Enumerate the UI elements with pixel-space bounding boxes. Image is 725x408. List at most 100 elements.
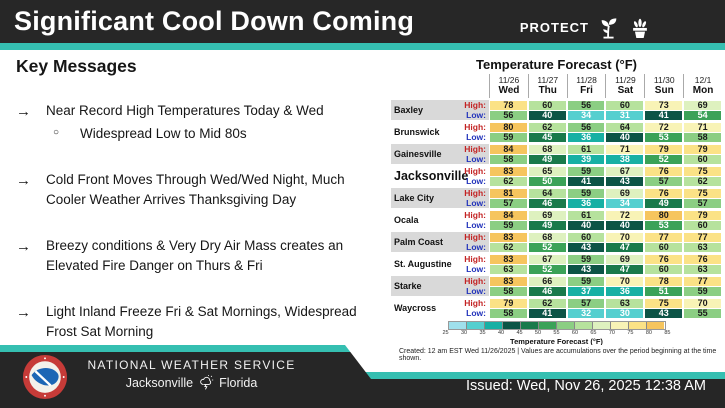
high-label: High:	[455, 144, 489, 154]
high-label: High:	[455, 188, 489, 198]
high-temp-cell: 68	[528, 232, 566, 242]
high-temp-cell: 76	[645, 188, 683, 198]
colorbar-tick: 25	[442, 330, 449, 336]
low-label: Low:	[455, 110, 489, 120]
low-temp-cell: 59	[490, 220, 527, 230]
forecast-row-waycross: Waycross High: Low: 79 62 57 63 75 70 58 41 32 30 43 5…	[391, 298, 722, 318]
low-temp-cell: 34	[606, 198, 644, 208]
low-temp-cell: 36	[606, 286, 644, 296]
high-temp-cell: 77	[684, 232, 721, 242]
footer-white-wedge	[345, 345, 725, 379]
low-temp-cell: 50	[528, 176, 566, 186]
protect-label: PROTECT	[519, 20, 589, 35]
city-label-palm-coast: Palm Coast	[391, 232, 455, 252]
low-temp-cell: 49	[528, 154, 566, 164]
high-temp-cell: 70	[684, 298, 721, 308]
colorbar-segment	[593, 322, 612, 329]
low-temp-cell: 60	[684, 154, 721, 164]
colorbar-tick: 50	[534, 330, 542, 336]
low-label: Low:	[466, 132, 486, 142]
low-temp-cell: 46	[528, 286, 566, 296]
colorbar-segment	[556, 322, 576, 329]
low-label: Low:	[455, 154, 489, 164]
high-temp-cell: 71	[684, 122, 721, 132]
high-temp-cell: 56	[567, 100, 605, 110]
low-temp-cell: 51	[645, 286, 683, 296]
low-temp-cell: 40	[606, 132, 644, 142]
low-temp-cell: 57	[645, 176, 683, 186]
high-temp-cell: 81	[490, 188, 527, 198]
high-temp-cell: 62	[528, 122, 566, 132]
colorbar	[447, 321, 666, 330]
seedling-plant-icon	[601, 18, 617, 39]
low-temp-cell: 43	[567, 242, 605, 252]
low-temp-cell: 43	[567, 264, 605, 274]
agency-block: NATIONAL WEATHER SERVICE Jacksonville Fl…	[84, 358, 299, 390]
forecast-row-brunswick: Brunswick High: Low: 80 62 56 64 72 71 59 45 36 40 53…	[391, 122, 722, 142]
high-label: High:	[464, 254, 486, 264]
city-label-gainesville: Gainesville	[391, 144, 455, 164]
high-temp-cell: 62	[528, 298, 566, 308]
high-temp-cell: 76	[645, 254, 683, 264]
high-temp-cell: 76	[645, 166, 683, 176]
high-temp-cell: 63	[606, 298, 644, 308]
column-header-sun: 11/30 Sun	[644, 74, 683, 98]
potted-plant-icon	[633, 18, 647, 39]
protect-badge: PROTECT	[520, 16, 651, 39]
low-temp-cell: 40	[606, 220, 644, 230]
low-temp-cell: 40	[528, 110, 566, 120]
low-temp-cell: 39	[567, 154, 605, 164]
low-temp-cell: 41	[645, 110, 683, 120]
colorbar-tick: 85	[664, 330, 671, 336]
high-temp-cell: 83	[490, 232, 527, 242]
key-messages-section: Key Messages → Near Record High Temperatu…	[16, 56, 388, 369]
column-day: Mon	[692, 85, 714, 96]
high-temp-cell: 73	[645, 100, 683, 110]
colorbar-tick: 65	[590, 330, 597, 336]
low-temp-cell: 31	[606, 110, 644, 120]
high-temp-cell: 60	[528, 100, 566, 110]
low-temp-cell: 60	[645, 264, 683, 274]
high-temp-cell: 60	[606, 100, 644, 110]
low-temp-cell: 59	[684, 286, 721, 296]
city-label-lake-city: Lake City	[391, 188, 455, 208]
issued-timestamp: Issued: Wed, Nov 26, 2025 12:38 AM	[466, 378, 706, 394]
colorbar-tick: 80	[645, 330, 652, 336]
low-temp-cell: 43	[645, 308, 683, 318]
low-temp-cell: 58	[684, 132, 721, 142]
high-temp-cell: 65	[528, 166, 566, 176]
low-temp-cell: 52	[645, 154, 683, 164]
city-label-ocala: Ocala	[394, 215, 419, 225]
footer-bar: Created: 12 am EST Wed 11/26/2025 | Valu…	[0, 345, 725, 408]
high-temp-cell: 72	[606, 210, 644, 220]
high-temp-cell: 83	[490, 276, 527, 286]
high-temp-cell: 59	[567, 188, 605, 198]
high-temp-cell: 61	[567, 144, 605, 154]
high-temp-cell: 76	[684, 254, 721, 264]
low-temp-cell: 45	[528, 132, 566, 142]
high-temp-cell: 70	[606, 276, 644, 286]
low-temp-cell: 30	[606, 308, 644, 318]
high-temp-cell: 75	[684, 188, 721, 198]
low-label: Low:	[455, 242, 489, 252]
colorbar-tick: 75	[627, 330, 634, 336]
arrow-bullet-icon: →	[16, 172, 31, 190]
storm-cloud-icon	[200, 375, 214, 390]
low-temp-cell: 62	[490, 242, 527, 252]
accent-divider	[0, 43, 725, 50]
high-label: High:	[464, 122, 486, 132]
high-temp-cell: 67	[606, 166, 644, 176]
low-temp-cell: 56	[490, 110, 527, 120]
colorbar-tick: 55	[553, 330, 560, 336]
high-temp-cell: 83	[490, 166, 527, 176]
column-day: Fri	[580, 85, 593, 96]
city-label-brunswick: Brunswick	[394, 127, 440, 137]
high-temp-cell: 59	[567, 254, 605, 264]
colorbar-segment	[647, 322, 665, 329]
high-temp-cell: 84	[490, 210, 527, 220]
forecast-row-jacksonville: Jacksonville High: Low: 83 65 59 67 76 75 62 50 41 4…	[391, 166, 722, 186]
high-label: High:	[464, 210, 486, 220]
key-message-bullet: → Cold Front Moves Through Wed/Wed Night,…	[16, 170, 388, 209]
high-temp-cell: 69	[528, 210, 566, 220]
